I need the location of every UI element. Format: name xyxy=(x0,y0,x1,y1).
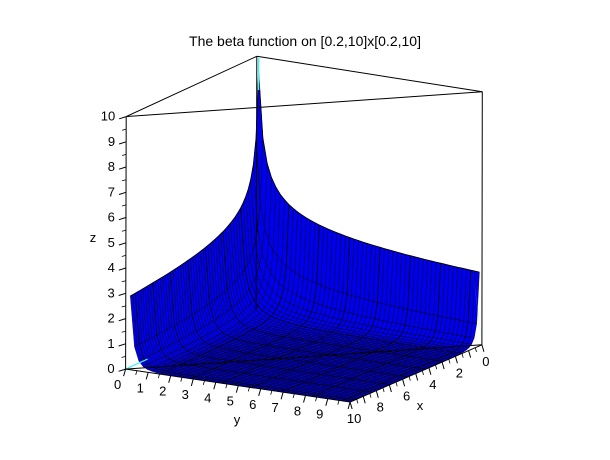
svg-text:10: 10 xyxy=(101,109,115,124)
svg-text:10: 10 xyxy=(347,411,361,426)
svg-text:0: 0 xyxy=(114,377,121,392)
svg-text:7: 7 xyxy=(108,184,115,199)
svg-text:2: 2 xyxy=(456,365,463,380)
svg-text:6: 6 xyxy=(108,210,115,225)
svg-text:The beta function on [0.2,10]x: The beta function on [0.2,10]x[0.2,10] xyxy=(189,33,421,49)
svg-text:4: 4 xyxy=(429,377,436,392)
svg-text:0: 0 xyxy=(482,354,489,369)
svg-text:8: 8 xyxy=(377,400,384,415)
svg-text:5: 5 xyxy=(108,235,115,250)
svg-text:9: 9 xyxy=(108,134,115,149)
svg-text:3: 3 xyxy=(107,285,114,300)
svg-text:6: 6 xyxy=(403,388,410,403)
svg-text:1: 1 xyxy=(107,336,114,351)
svg-text:4: 4 xyxy=(108,260,115,275)
svg-text:4: 4 xyxy=(204,390,211,405)
svg-text:x: x xyxy=(417,398,424,413)
svg-text:5: 5 xyxy=(227,394,234,409)
svg-text:9: 9 xyxy=(316,407,323,422)
svg-text:y: y xyxy=(234,412,241,427)
svg-text:2: 2 xyxy=(159,384,166,399)
svg-text:0: 0 xyxy=(107,361,114,376)
svg-text:2: 2 xyxy=(107,311,114,326)
svg-text:8: 8 xyxy=(294,404,301,419)
svg-text:6: 6 xyxy=(249,397,256,412)
svg-text:7: 7 xyxy=(271,400,278,415)
svg-text:8: 8 xyxy=(108,159,115,174)
svg-text:3: 3 xyxy=(182,387,189,402)
svg-text:1: 1 xyxy=(137,380,144,395)
svg-text:z: z xyxy=(90,230,97,245)
